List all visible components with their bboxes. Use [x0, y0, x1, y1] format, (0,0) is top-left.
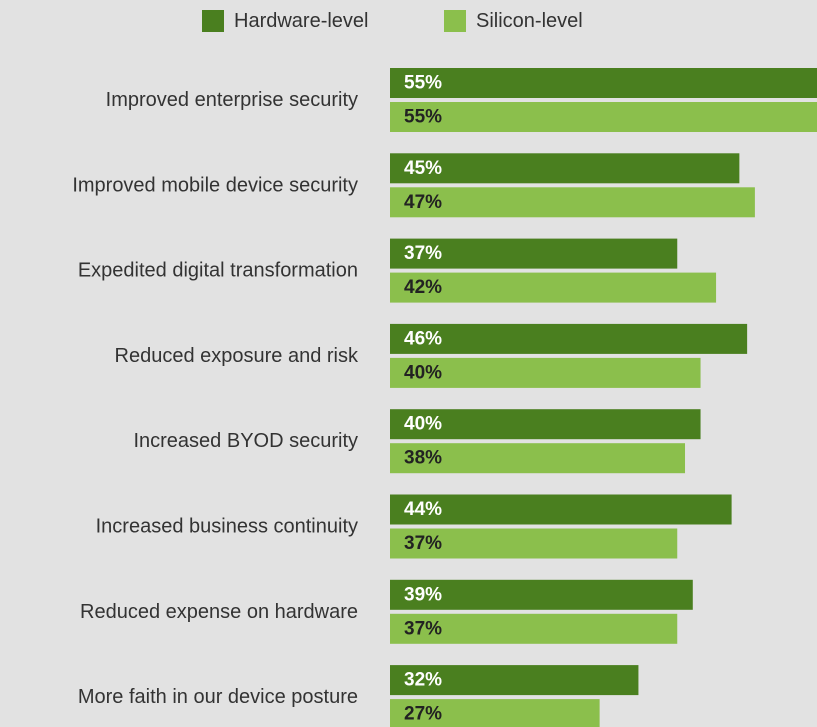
- bar-value-label-hardware: 46%: [404, 328, 442, 349]
- chart-legend: Hardware-level Silicon-level: [0, 0, 817, 42]
- category-label: Increased BYOD security: [133, 430, 358, 452]
- legend-item-silicon: Silicon-level: [444, 9, 583, 33]
- category-label: Expedited digital transformation: [78, 260, 358, 282]
- bar-silicon: [390, 357, 701, 388]
- legend-label-silicon: Silicon-level: [476, 9, 583, 32]
- bar-value-label-hardware: 32%: [404, 670, 442, 691]
- bar-value-label-silicon: 37%: [404, 533, 442, 554]
- bar-value-label-silicon: 38%: [404, 448, 442, 469]
- category-label: Increased business continuity: [96, 516, 358, 538]
- bar-value-label-silicon: 42%: [404, 277, 442, 298]
- bar-hardware: [390, 323, 748, 354]
- bar-hardware: [390, 494, 732, 525]
- category-label: Reduced expense on hardware: [80, 601, 358, 623]
- bar-value-label-silicon: 27%: [404, 704, 442, 725]
- bar-silicon: [390, 443, 686, 474]
- category-label: Improved enterprise security: [106, 89, 358, 111]
- bar-value-label-silicon: 37%: [404, 618, 442, 639]
- bar-value-label-hardware: 39%: [404, 584, 442, 605]
- bar-value-label-hardware: 45%: [404, 158, 442, 179]
- bar-silicon: [390, 272, 717, 303]
- bar-silicon: [390, 187, 755, 218]
- category-label: Improved mobile device security: [72, 174, 358, 196]
- bar-silicon: [390, 102, 817, 132]
- bar-value-label-hardware: 40%: [404, 414, 442, 435]
- bar-hardware: [390, 68, 817, 98]
- bar-hardware: [390, 238, 678, 269]
- bar-hardware: [390, 153, 740, 184]
- legend-label-hardware: Hardware-level: [234, 9, 369, 32]
- legend-swatch-silicon: [444, 10, 466, 32]
- bar-value-label-silicon: 47%: [404, 192, 442, 213]
- bar-silicon: [390, 528, 678, 559]
- category-label: Reduced exposure and risk: [115, 345, 359, 367]
- bar-hardware: [390, 665, 639, 696]
- legend-swatch-hardware: [202, 10, 224, 32]
- bar-hardware: [390, 409, 701, 440]
- bar-hardware: [390, 579, 693, 610]
- bar-value-label-silicon: 55%: [404, 107, 442, 128]
- bar-value-label-hardware: 55%: [404, 73, 442, 94]
- legend-item-hardware: Hardware-level: [202, 9, 369, 33]
- bar-silicon: [390, 699, 600, 727]
- bar-value-label-silicon: 40%: [404, 362, 442, 383]
- bar-value-label-hardware: 37%: [404, 243, 442, 264]
- category-label: More faith in our device posture: [78, 686, 358, 708]
- bar-value-label-hardware: 44%: [404, 499, 442, 520]
- bar-silicon: [390, 613, 678, 644]
